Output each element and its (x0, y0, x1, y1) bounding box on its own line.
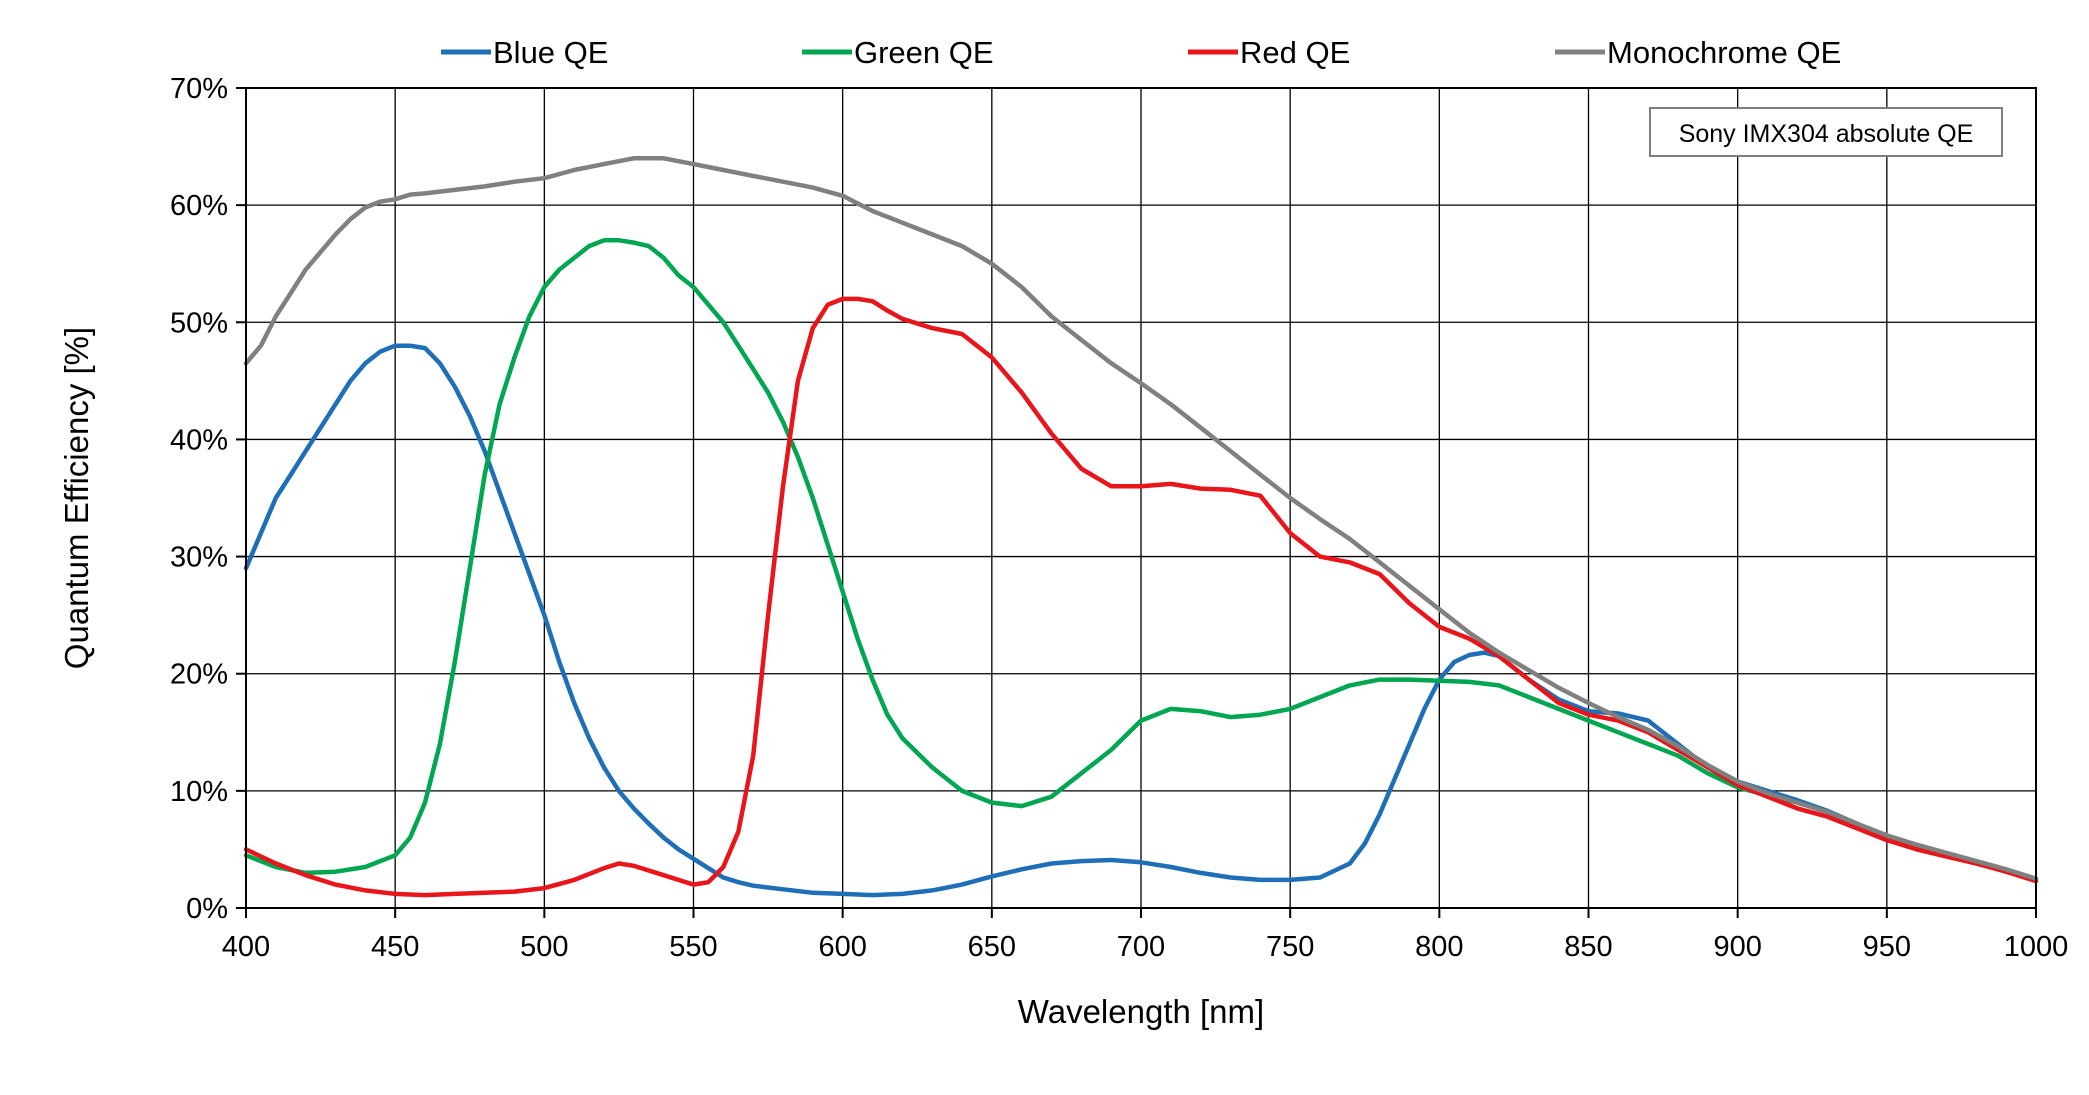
x-tick-label: 700 (1117, 931, 1165, 963)
x-tick-label: 900 (1713, 931, 1761, 963)
y-tick-label: 10% (170, 776, 228, 808)
y-tick-label: 60% (170, 190, 228, 222)
y-axis-title: Quantum Efficiency [%] (58, 327, 95, 669)
x-tick-label: 750 (1266, 931, 1314, 963)
x-tick-label: 650 (968, 931, 1016, 963)
x-tick-label: 850 (1564, 931, 1612, 963)
axes: 400 450 500 550 600 650 700 750 800 850 900 950 1000… (170, 73, 2068, 963)
y-tick-label: 30% (170, 542, 228, 574)
x-axis-title: Wavelength [nm] (1018, 993, 1264, 1030)
legend-label: Red QE (1240, 35, 1350, 70)
series-line-green-qe (243, 238, 2039, 883)
x-tick-label: 400 (222, 931, 270, 963)
y-tick-label: 40% (170, 424, 228, 456)
x-tick-label: 550 (669, 931, 717, 963)
annotation-box: Sony IMX304 absolute QE (1649, 107, 2003, 157)
series-line-blue-qe (243, 343, 2039, 898)
x-tick-label: 1000 (2004, 931, 2069, 963)
x-tick-label: 450 (371, 931, 419, 963)
y-tick-label: 70% (170, 73, 228, 105)
x-tick-label: 800 (1415, 931, 1463, 963)
legend-label: Blue QE (493, 35, 608, 70)
y-tick-label: 20% (170, 659, 228, 691)
x-tick-label: 600 (818, 931, 866, 963)
series-line-red-qe (243, 296, 2039, 898)
series-lines (243, 156, 2039, 898)
legend: Blue QE Green QE Red QE Monochrome QE (441, 35, 1841, 70)
legend-label: Monochrome QE (1607, 35, 1841, 70)
legend-label: Green QE (854, 35, 994, 70)
y-tick-label: 0% (186, 893, 228, 925)
x-tick-label: 500 (520, 931, 568, 963)
y-tick-label: 50% (170, 307, 228, 339)
annotation-text: Sony IMX304 absolute QE (1679, 120, 1974, 148)
series-line-monochrome-qe (243, 156, 2039, 881)
x-tick-label: 950 (1863, 931, 1911, 963)
